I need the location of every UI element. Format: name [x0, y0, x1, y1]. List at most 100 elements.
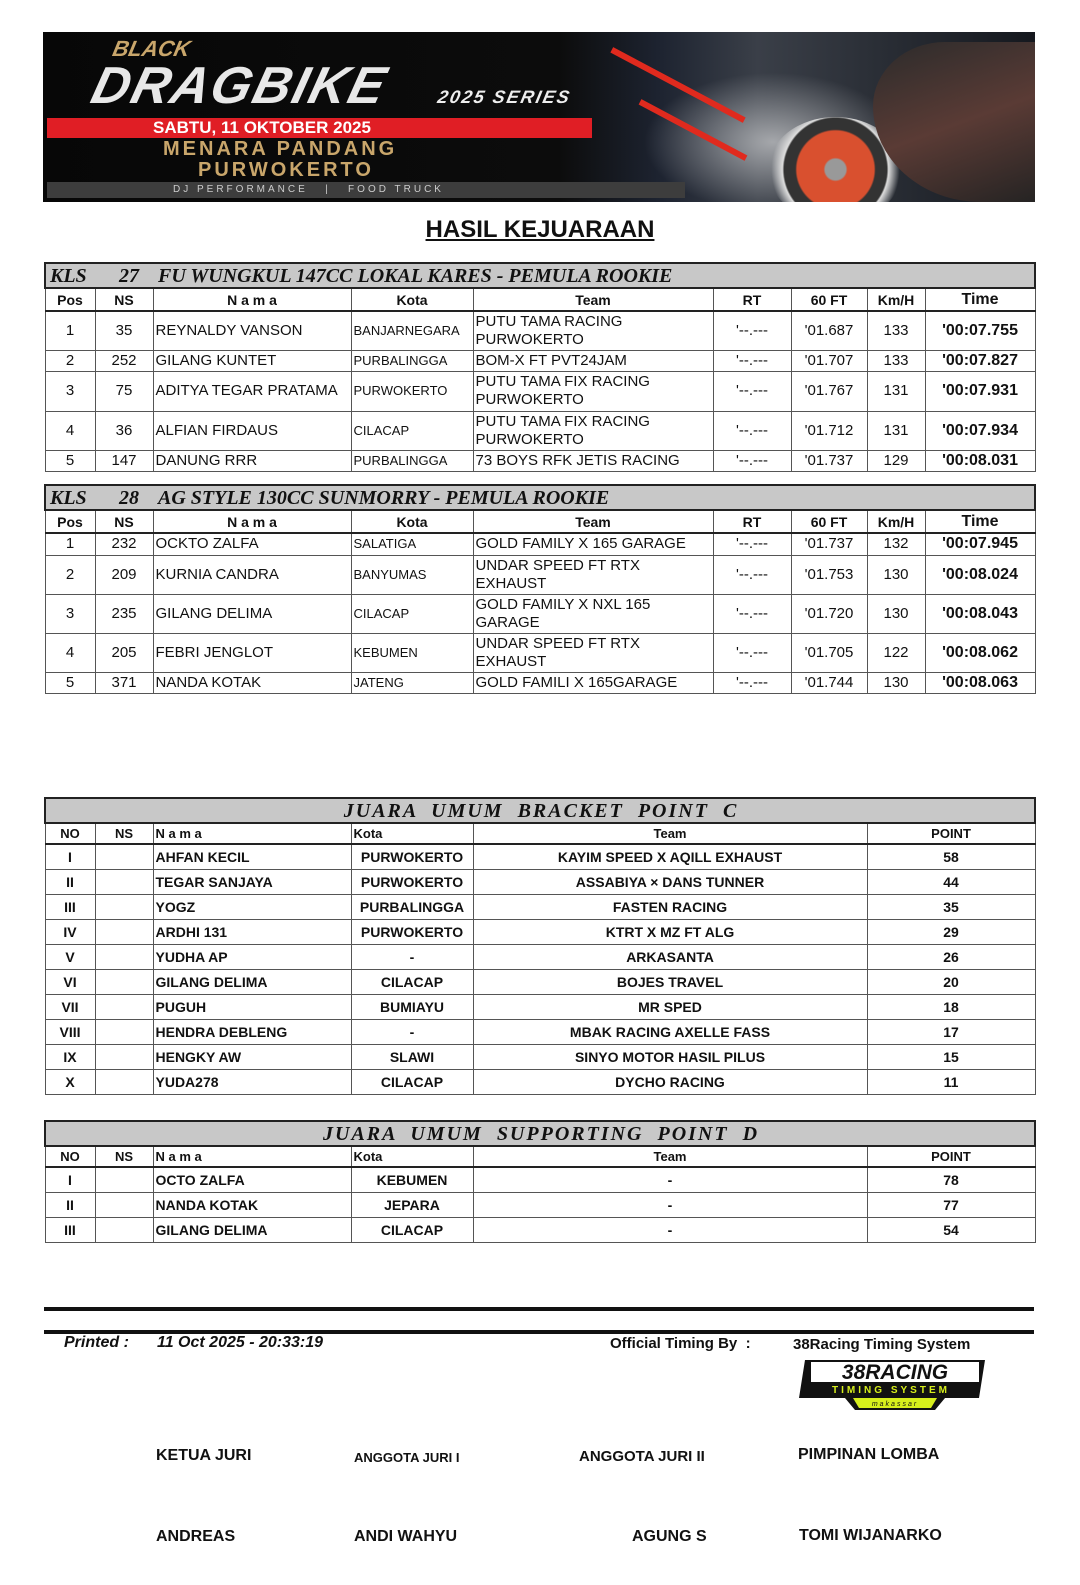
cell-no: II	[44, 868, 96, 895]
cell-name: GILANG DELIMA	[152, 1216, 352, 1243]
cell-team: -	[472, 1191, 868, 1218]
venue-line2: PURWOKERTO	[198, 159, 374, 181]
cell-city: PURWOKERTO	[350, 868, 474, 895]
cell-city: -	[350, 1018, 474, 1045]
cell-ns: 36	[94, 410, 154, 451]
table-row: 5 371 NANDA KOTAK JATENG GOLD FAMILI X 165GA…	[44, 671, 1036, 694]
column-header-rt: RT	[712, 509, 792, 534]
signature-name: ANDI WAHYU	[354, 1528, 458, 1545]
table-row: 1 232 OCKTO ZALFA SALATIGA GOLD FAMILY X 165…	[44, 532, 1036, 556]
cell-team: UNDAR SPEED FT RTX EXHAUST	[472, 632, 714, 673]
table-row: III YOGZ PURBALINGGA FASTEN RACING 35	[44, 893, 1036, 920]
signature-name: TOMI WIJANARKO	[799, 1527, 942, 1544]
cell-team: -	[472, 1216, 868, 1243]
cell-time: '00:08.063	[924, 671, 1036, 694]
cell-speed: 130	[866, 593, 926, 634]
cell-time: '00:07.934	[924, 410, 1036, 451]
cell-team: 73 BOYS RFK JETIS RACING	[472, 449, 714, 472]
column-header-time: Time	[924, 509, 1036, 534]
cell-speed: 133	[866, 310, 926, 351]
cell-pos: 3	[44, 593, 96, 634]
class-kls: KLS	[50, 486, 87, 509]
cell-name: GILANG KUNTET	[152, 349, 352, 372]
race-table-kls-27: KLS 27 FU WUNGKUL 147CC LOKAL KARES - PEMU…	[43, 262, 1037, 472]
header-row: Pos NS N a m a Kota Team RT 60 FT Km/H Time	[44, 287, 1036, 312]
cell-name: TEGAR SANJAYA	[152, 868, 352, 895]
signature-name: ANDREAS	[156, 1528, 236, 1545]
cell-no: I	[44, 1166, 96, 1193]
table-row: VI GILANG DELIMA CILACAP BOJES TRAVEL 20	[44, 968, 1036, 995]
cell-team: PUTU TAMA FIX RACING PURWOKERTO	[472, 370, 714, 412]
cell-team: PUTU TAMA FIX RACING PURWOKERTO	[472, 410, 714, 451]
cell-ns: 205	[94, 632, 154, 673]
class-name: AG STYLE 130CC SUNMORRY - PEMULA ROOKIE	[158, 486, 610, 509]
table-row: IX HENGKY AW SLAWI SINYO MOTOR HASIL PILUS 1…	[44, 1043, 1036, 1070]
column-header-team: Team	[472, 509, 714, 534]
signature-role: PIMPINAN LOMBA	[798, 1446, 940, 1463]
cell-time: '00:08.062	[924, 632, 1036, 673]
cell-time: '00:07.755	[924, 310, 1036, 351]
cell-team: MR SPED	[472, 993, 868, 1020]
cell-ns	[94, 968, 154, 995]
cell-name: AHFAN KECIL	[152, 843, 352, 870]
column-header-sixty-ft: 60 FT	[790, 509, 868, 534]
cell-rt: '--.---	[712, 532, 792, 556]
cell-no: V	[44, 943, 96, 970]
extras-bar	[47, 182, 685, 198]
table-row: X YUDA278 CILACAP DYCHO RACING 11	[44, 1068, 1036, 1095]
cell-sixty-ft: '01.687	[790, 310, 868, 351]
cell-rt: '--.---	[712, 310, 792, 351]
cell-no: IX	[44, 1043, 96, 1070]
cell-sixty-ft: '01.705	[790, 632, 868, 673]
38racing-logo: 38RACING TIMING SYSTEM makassar	[799, 1360, 985, 1410]
cell-team: DYCHO RACING	[472, 1068, 868, 1095]
cell-ns: 75	[94, 370, 154, 412]
cell-ns	[94, 843, 154, 870]
cell-pos: 1	[44, 310, 96, 351]
cell-point: 54	[866, 1216, 1036, 1243]
date-bar	[47, 118, 592, 138]
column-header-ns: NS	[94, 822, 154, 845]
header-row: NO NS N a m a Kota Team POINT	[44, 1145, 1036, 1168]
cell-ns: 252	[94, 349, 154, 372]
cell-team: ASSABIYA × DANS TUNNER	[472, 868, 868, 895]
cell-sixty-ft: '01.720	[790, 593, 868, 634]
header-row: Pos NS N a m a Kota Team RT 60 FT Km/H Time	[44, 509, 1036, 534]
cell-ns	[94, 943, 154, 970]
standings-title: JUARA UMUM SUPPORTING POINT D	[43, 1120, 1037, 1147]
cell-pos: 5	[44, 449, 96, 472]
cell-city: PURWOKERTO	[350, 918, 474, 945]
cell-city: CILACAP	[350, 968, 474, 995]
cell-no: VII	[44, 993, 96, 1020]
cell-sixty-ft: '01.707	[790, 349, 868, 372]
cell-team: KAYIM SPEED X AQILL EXHAUST	[472, 843, 868, 870]
cell-no: II	[44, 1191, 96, 1218]
cell-rt: '--.---	[712, 449, 792, 472]
cell-team: BOJES TRAVEL	[472, 968, 868, 995]
table-row: 1 35 REYNALDY VANSON BANJARNEGARA PUTU TAMA …	[44, 310, 1036, 351]
cell-team: KTRT X MZ FT ALG	[472, 918, 868, 945]
signature-name: AGUNG S	[632, 1528, 707, 1545]
cell-team: GOLD FAMILY X NXL 165 GARAGE	[472, 593, 714, 634]
cell-city: -	[350, 943, 474, 970]
cell-no: III	[44, 893, 96, 920]
cell-team: PUTU TAMA RACING PURWOKERTO	[472, 310, 714, 351]
cell-name: KURNIA CANDRA	[152, 554, 352, 595]
class-title: KLS 28 AG STYLE 130CC SUNMORRY - PEMULA RO…	[43, 484, 1037, 511]
cell-ns: 235	[94, 593, 154, 634]
table-row: II TEGAR SANJAYA PURWOKERTO ASSABIYA × DANS…	[44, 868, 1036, 895]
class-title-row: KLS 28 AG STYLE 130CC SUNMORRY - PEMULA RO…	[43, 484, 1037, 511]
cell-name: YUDHA AP	[152, 943, 352, 970]
cell-speed: 132	[866, 532, 926, 556]
cell-ns	[94, 893, 154, 920]
cell-name: NANDA KOTAK	[152, 1191, 352, 1218]
column-header-ns: NS	[94, 509, 154, 534]
cell-name: REYNALDY VANSON	[152, 310, 352, 351]
table-row: III GILANG DELIMA CILACAP -54	[44, 1216, 1036, 1243]
cell-city: KEBUMEN	[350, 632, 474, 673]
cell-point: 11	[866, 1068, 1036, 1095]
venue-line1: MENARA PANDANG	[163, 138, 398, 160]
cell-sixty-ft: '01.753	[790, 554, 868, 595]
brand-series: 2025 SERIES	[435, 87, 574, 107]
cell-city: PURBALINGGA	[350, 349, 474, 372]
